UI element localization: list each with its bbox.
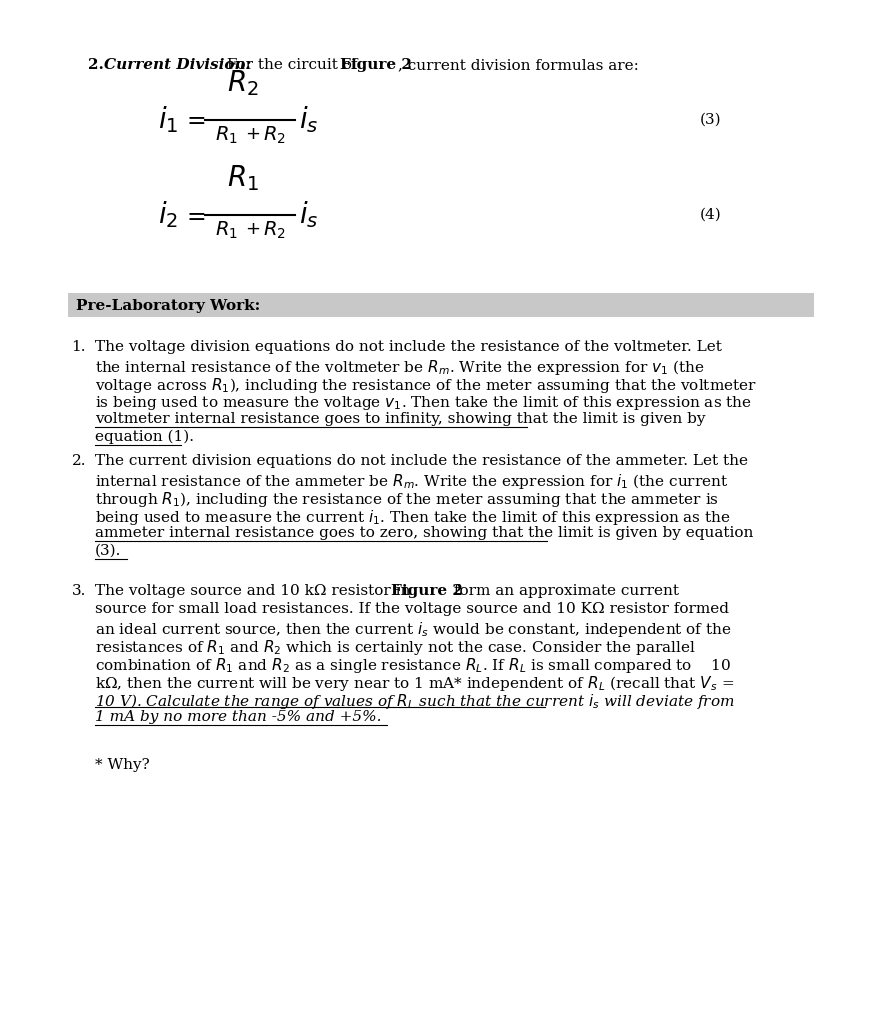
Text: * Why?: * Why? bbox=[95, 758, 150, 772]
Text: Current Division:: Current Division: bbox=[104, 58, 252, 72]
Text: $R_1$: $R_1$ bbox=[215, 125, 238, 146]
Text: combination of $R_1$ and $R_2$ as a single resistance $R_L$. If $R_L$ is small c: combination of $R_1$ and $R_2$ as a sing… bbox=[95, 656, 731, 675]
Text: is being used to measure the voltage $v_1$. Then take the limit of this expressi: is being used to measure the voltage $v_… bbox=[95, 394, 752, 412]
Bar bbox=[68, 293, 814, 317]
Text: Figure 2: Figure 2 bbox=[391, 584, 463, 598]
Text: $i_1$: $i_1$ bbox=[158, 104, 179, 135]
Text: $=$: $=$ bbox=[182, 204, 206, 226]
Text: through $R_1$), including the resistance of the meter assuming that the ammeter : through $R_1$), including the resistance… bbox=[95, 490, 719, 509]
Text: , current division formulas are:: , current division formulas are: bbox=[398, 58, 639, 72]
Text: ammeter internal resistance goes to zero, showing that the limit is given by equ: ammeter internal resistance goes to zero… bbox=[95, 526, 753, 540]
Text: $R_1$: $R_1$ bbox=[215, 220, 238, 242]
Text: Pre-Laboratory Work:: Pre-Laboratory Work: bbox=[76, 299, 260, 313]
Text: source for small load resistances. If the voltage source and 10 KΩ resistor form: source for small load resistances. If th… bbox=[95, 602, 729, 616]
Text: (3): (3) bbox=[700, 113, 722, 127]
Text: The voltage division equations do not include the resistance of the voltmeter. L: The voltage division equations do not in… bbox=[95, 340, 722, 354]
Text: $i_2$: $i_2$ bbox=[158, 200, 178, 230]
Text: $R_2$: $R_2$ bbox=[227, 69, 259, 98]
Text: (3).: (3). bbox=[95, 544, 121, 558]
Text: voltage across $R_1$), including the resistance of the meter assuming that the v: voltage across $R_1$), including the res… bbox=[95, 376, 757, 395]
Text: 1 mA by no more than -5% and +5%.: 1 mA by no more than -5% and +5%. bbox=[95, 710, 382, 724]
Text: 1.: 1. bbox=[71, 340, 86, 354]
Text: The current division equations do not include the resistance of the ammeter. Let: The current division equations do not in… bbox=[95, 454, 748, 468]
Text: voltmeter internal resistance goes to infinity, showing that the limit is given : voltmeter internal resistance goes to in… bbox=[95, 412, 706, 426]
Text: $R_1$: $R_1$ bbox=[227, 163, 259, 193]
Text: $R_2$: $R_2$ bbox=[263, 125, 286, 146]
Text: Figure 2: Figure 2 bbox=[340, 58, 412, 72]
Text: (4): (4) bbox=[700, 208, 722, 222]
Text: form an approximate current: form an approximate current bbox=[449, 584, 679, 598]
Text: $+$: $+$ bbox=[245, 220, 260, 238]
Text: internal resistance of the ammeter be $R_m$. Write the expression for $i_1$ (the: internal resistance of the ammeter be $R… bbox=[95, 472, 729, 490]
Text: the internal resistance of the voltmeter be $R_m$. Write the expression for $v_1: the internal resistance of the voltmeter… bbox=[95, 358, 705, 377]
Text: an ideal current source, then the current $i_s$ would be constant, independent o: an ideal current source, then the curren… bbox=[95, 620, 731, 639]
Text: $i_s$: $i_s$ bbox=[299, 200, 319, 230]
Text: $+$: $+$ bbox=[245, 125, 260, 143]
Text: The voltage source and 10 kΩ resistor in: The voltage source and 10 kΩ resistor in bbox=[95, 584, 415, 598]
Text: 3.: 3. bbox=[71, 584, 86, 598]
Text: For the circuit of: For the circuit of bbox=[222, 58, 363, 72]
Text: 10 V). Calculate the range of values of $R_L$ such that the current $i_s$ will d: 10 V). Calculate the range of values of … bbox=[95, 692, 735, 711]
Text: 2.: 2. bbox=[88, 58, 114, 72]
Text: equation (1).: equation (1). bbox=[95, 430, 194, 444]
Text: $=$: $=$ bbox=[182, 109, 206, 131]
Text: $R_2$: $R_2$ bbox=[263, 220, 286, 242]
Text: being used to measure the current $i_1$. Then take the limit of this expression : being used to measure the current $i_1$.… bbox=[95, 508, 730, 527]
Text: $i_s$: $i_s$ bbox=[299, 104, 319, 135]
Text: 2.: 2. bbox=[71, 454, 86, 468]
Text: resistances of $R_1$ and $R_2$ which is certainly not the case. Consider the par: resistances of $R_1$ and $R_2$ which is … bbox=[95, 638, 696, 657]
Text: kΩ, then the current will be very near to 1 mA* independent of $R_L$ (recall tha: kΩ, then the current will be very near t… bbox=[95, 674, 734, 693]
